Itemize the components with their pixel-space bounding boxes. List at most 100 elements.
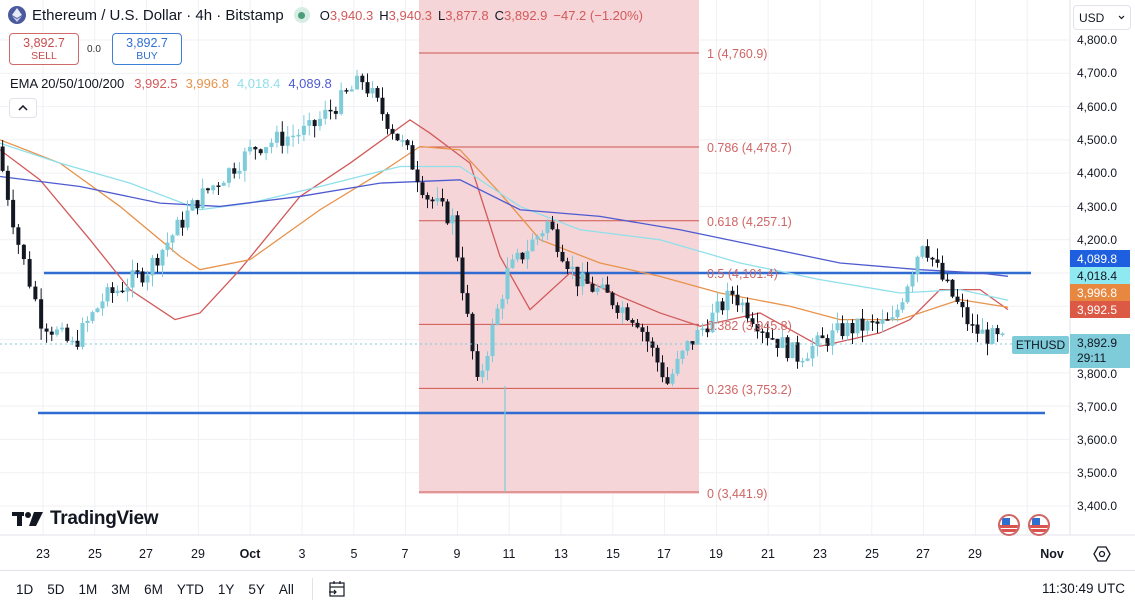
- ema-lines: [0, 119, 1009, 347]
- price-label: 4,300.0: [1077, 200, 1118, 214]
- spread-value: 0.0: [87, 44, 101, 55]
- price-label: 3,600.0: [1077, 433, 1118, 447]
- open-value: 3,940.3: [329, 7, 374, 23]
- tradingview-logo[interactable]: TradingView: [12, 508, 159, 530]
- range-ytd-button[interactable]: YTD: [176, 581, 204, 597]
- time-label: 23: [813, 547, 827, 561]
- buy-label: BUY: [136, 49, 158, 62]
- chart-settings-icon[interactable]: [1093, 545, 1111, 563]
- ema200-value: 4,089.8: [288, 76, 332, 91]
- last-price-tag: 3,892.9 29:11: [1070, 334, 1130, 368]
- us-flag-event-icon[interactable]: [1028, 514, 1050, 536]
- ema200-price-tag: 4,089.8: [1070, 250, 1130, 267]
- brand-name: TradingView: [50, 508, 159, 529]
- range-5y-button[interactable]: 5Y: [248, 581, 265, 597]
- range-all-button[interactable]: All: [278, 581, 294, 597]
- close-value: 3,892.9: [504, 7, 548, 23]
- time-label: 23: [36, 547, 50, 561]
- candles: [0, 69, 1005, 493]
- range-1m-button[interactable]: 1M: [78, 581, 98, 597]
- collapse-legend-button[interactable]: [9, 98, 37, 118]
- time-label: 29: [968, 547, 982, 561]
- ohlc-values: O3,940.3 H3,940.3 L3,877.8 C3,892.9 −47.…: [320, 8, 643, 23]
- sell-price: 3,892.7: [23, 35, 65, 50]
- time-label: 19: [709, 547, 723, 561]
- time-label: Nov: [1040, 547, 1064, 561]
- ema100-value: 4,018.4: [236, 76, 281, 91]
- market-status-icon[interactable]: [293, 7, 310, 23]
- time-label: 15: [606, 547, 620, 561]
- currency-select[interactable]: USD: [1073, 5, 1131, 30]
- time-label: 5: [350, 547, 358, 561]
- time-label: 13: [554, 547, 568, 561]
- price-label: 4,700.0: [1077, 66, 1118, 80]
- horizontal-lines[interactable]: [38, 271, 1045, 415]
- go-to-date-calendar-icon[interactable]: [327, 579, 347, 599]
- buy-button[interactable]: 3,892.7 BUY: [112, 33, 182, 65]
- fib-level-label: 0.5 (4,101.4): [707, 267, 778, 281]
- high-label: H: [379, 7, 389, 23]
- fib-level-label: 0.786 (4,478.7): [707, 141, 792, 155]
- tradingview-logo-icon: [12, 512, 43, 526]
- time-label: 7: [401, 547, 409, 561]
- price-label: 3,700.0: [1077, 400, 1118, 414]
- change-value: −47.2 (−1.20%): [553, 7, 644, 23]
- time-label: 27: [916, 547, 930, 561]
- time-label: Oct: [239, 547, 261, 561]
- low-value: 3,877.8: [445, 7, 489, 23]
- date-range-buttons: 1D 5D 1M 3M 6M YTD 1Y 5Y All: [16, 578, 347, 600]
- fib-level-label: 0.236 (3,753.2): [707, 383, 792, 397]
- range-1d-button[interactable]: 1D: [16, 581, 34, 597]
- range-5d-button[interactable]: 5D: [47, 581, 65, 597]
- sell-button[interactable]: 3,892.7 SELL: [9, 33, 79, 65]
- currency-value: USD: [1079, 10, 1105, 25]
- buy-price: 3,892.7: [126, 35, 168, 50]
- sell-label: SELL: [31, 49, 57, 62]
- time-label: 21: [761, 547, 775, 561]
- fib-level-label: 0.382 (3,945.8): [707, 319, 792, 333]
- price-label: 3,400.0: [1077, 499, 1118, 513]
- ema20-value: 3,992.5: [134, 76, 178, 91]
- time-label: 17: [657, 547, 671, 561]
- ema100-price-tag: 4,018.4: [1070, 267, 1130, 284]
- chevron-up-icon: [18, 105, 28, 111]
- low-label: L: [438, 7, 446, 23]
- time-label: 3: [298, 547, 306, 561]
- price-label: 4,400.0: [1077, 166, 1118, 180]
- symbol-title[interactable]: Ethereum / U.S. Dollar · 4h · Bitstamp: [32, 6, 284, 24]
- fib-level-label: 0 (3,441.9): [707, 487, 768, 501]
- toolbar-divider: [311, 578, 313, 600]
- time-label: 11: [502, 547, 516, 561]
- economic-events[interactable]: [998, 514, 1050, 536]
- price-label: 4,800.0: [1077, 33, 1118, 47]
- ema50-value: 3,996.8: [185, 76, 229, 91]
- ema-indicator-name: EMA 20/50/100/200: [10, 76, 125, 91]
- fib-level-label: 1 (4,760.9): [707, 47, 768, 61]
- close-label: C: [494, 7, 505, 23]
- ema-legend[interactable]: EMA 20/50/100/200 3,992.5 3,996.8 4,018.…: [10, 76, 332, 91]
- time-label: 27: [139, 547, 153, 561]
- range-6m-button[interactable]: 6M: [144, 581, 163, 597]
- price-label: 4,500.0: [1077, 133, 1118, 147]
- bottom-toolbar: 1D 5D 1M 3M 6M YTD 1Y 5Y All 11:30:49 UT…: [0, 570, 1135, 607]
- price-label: 4,600.0: [1077, 100, 1118, 114]
- range-1y-button[interactable]: 1Y: [217, 581, 235, 597]
- ema20-price-tag: 3,992.5: [1070, 301, 1130, 318]
- ethereum-logo-icon: [8, 6, 26, 24]
- range-3m-button[interactable]: 3M: [111, 581, 131, 597]
- time-label: 25: [88, 547, 102, 561]
- price-label: 3,800.0: [1077, 367, 1118, 381]
- time-label: 9: [453, 547, 461, 561]
- fib-levels: [419, 52, 699, 493]
- price-label: 4,200.0: [1077, 233, 1118, 247]
- us-flag-event-icon[interactable]: [998, 514, 1020, 536]
- symbol-header: Ethereum / U.S. Dollar · 4h · Bitstamp O…: [8, 6, 643, 24]
- high-value: 3,940.3: [388, 7, 433, 23]
- bar-countdown: 29:11: [1077, 351, 1107, 365]
- time-label: 25: [865, 547, 879, 561]
- price-label: 3,500.0: [1077, 466, 1118, 480]
- time-label: 29: [191, 547, 205, 561]
- ema50-price-tag: 3,996.8: [1070, 284, 1130, 301]
- utc-clock[interactable]: 11:30:49 UTC: [1041, 581, 1125, 596]
